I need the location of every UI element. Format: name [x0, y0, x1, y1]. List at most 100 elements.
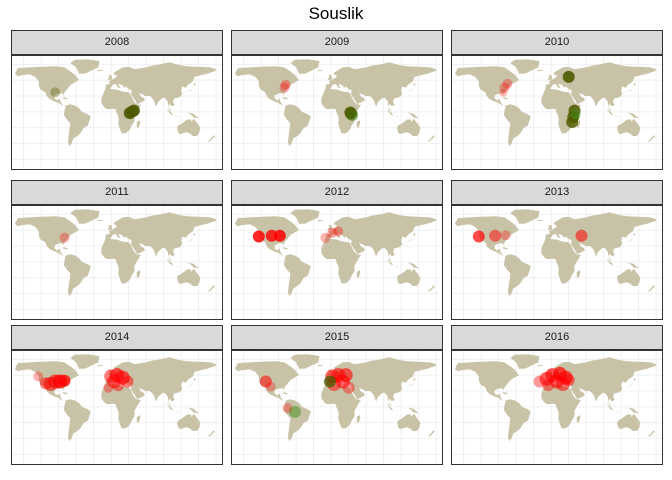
- land-shape: [576, 415, 581, 423]
- land-shape: [283, 104, 311, 147]
- land-shape: [187, 378, 196, 388]
- occurrence-point: [575, 229, 588, 242]
- land-shape: [166, 108, 173, 116]
- land-shape: [428, 135, 435, 142]
- land-shape: [648, 430, 655, 437]
- land-shape: [321, 89, 361, 134]
- land-shape: [105, 357, 217, 407]
- land-shape: [177, 413, 201, 431]
- land-shape: [325, 62, 437, 112]
- land-shape: [107, 225, 113, 231]
- land-shape: [14, 216, 80, 257]
- land-shape: [395, 411, 399, 412]
- world-map: [452, 206, 662, 319]
- land-shape: [327, 225, 333, 231]
- land-shape: [407, 83, 416, 93]
- land-shape: [545, 357, 657, 407]
- facet-panel-2016: 2016: [451, 325, 663, 465]
- map-plot-area: [451, 205, 663, 320]
- land-shape: [541, 384, 581, 429]
- facet-panel-2009: 2009: [231, 30, 443, 170]
- landmass: [234, 354, 437, 442]
- land-shape: [386, 108, 393, 116]
- graticule: [12, 206, 222, 319]
- occurrence-point: [50, 87, 61, 98]
- land-shape: [537, 365, 543, 367]
- land-shape: [627, 233, 636, 243]
- land-shape: [290, 209, 320, 224]
- land-shape: [101, 384, 141, 429]
- land-shape: [501, 247, 508, 250]
- land-shape: [576, 270, 581, 278]
- land-shape: [327, 75, 333, 81]
- land-shape: [617, 118, 641, 136]
- world-map: [452, 56, 662, 169]
- land-shape: [175, 266, 179, 267]
- land-shape: [407, 407, 419, 414]
- world-map: [12, 351, 222, 464]
- occurrence-point: [280, 79, 291, 90]
- land-shape: [386, 258, 393, 266]
- land-shape: [510, 59, 540, 74]
- occurrence-points: [279, 79, 359, 121]
- occurrence-point: [500, 230, 511, 241]
- facet-panel-2012: 2012: [231, 180, 443, 320]
- land-shape: [428, 285, 435, 292]
- map-plot-area: [231, 55, 443, 170]
- land-shape: [501, 392, 508, 395]
- land-shape: [97, 365, 103, 367]
- plot-title: Souslik: [308, 4, 364, 23]
- land-shape: [208, 285, 215, 292]
- land-shape: [166, 258, 173, 266]
- occurrence-points: [252, 226, 344, 243]
- land-shape: [101, 239, 141, 284]
- land-shape: [187, 233, 196, 243]
- land-shape: [395, 116, 399, 117]
- occurrence-point: [542, 379, 555, 392]
- land-shape: [208, 430, 215, 437]
- map-plot-area: [451, 55, 663, 170]
- land-shape: [537, 220, 543, 222]
- occurrence-point: [252, 230, 265, 243]
- map-plot-area: [231, 350, 443, 465]
- facet-panel-2011: 2011: [11, 180, 223, 320]
- occurrence-points: [59, 232, 70, 243]
- land-shape: [454, 216, 520, 257]
- landmass: [454, 209, 657, 297]
- occurrence-point: [127, 104, 140, 117]
- land-shape: [356, 415, 361, 423]
- land-shape: [325, 357, 437, 407]
- facet-strip-label: 2008: [11, 30, 223, 55]
- occurrence-point: [327, 227, 338, 238]
- occurrence-point: [103, 382, 114, 393]
- occurrence-point: [259, 375, 272, 388]
- land-shape: [208, 135, 215, 142]
- land-shape: [615, 411, 619, 412]
- land-shape: [63, 254, 91, 297]
- occurrence-point: [320, 232, 331, 243]
- land-shape: [386, 403, 393, 411]
- land-shape: [14, 66, 80, 107]
- map-plot-area: [11, 205, 223, 320]
- occurrence-point: [324, 375, 336, 388]
- facet-strip-label: 2016: [451, 325, 663, 350]
- world-map: [232, 56, 442, 169]
- land-shape: [648, 285, 655, 292]
- land-shape: [321, 384, 361, 429]
- land-shape: [356, 120, 361, 128]
- land-shape: [136, 270, 141, 278]
- land-shape: [61, 247, 68, 250]
- land-shape: [615, 266, 619, 267]
- land-shape: [281, 392, 288, 395]
- landmass: [454, 354, 657, 442]
- land-shape: [283, 254, 311, 297]
- occurrence-point: [333, 226, 344, 237]
- map-plot-area: [11, 55, 223, 170]
- land-shape: [321, 239, 361, 284]
- land-shape: [281, 97, 288, 100]
- occurrence-point: [33, 371, 44, 382]
- facet-panel-2014: 2014: [11, 325, 223, 465]
- occurrence-point: [342, 381, 355, 394]
- land-shape: [627, 407, 639, 414]
- land-shape: [503, 399, 531, 442]
